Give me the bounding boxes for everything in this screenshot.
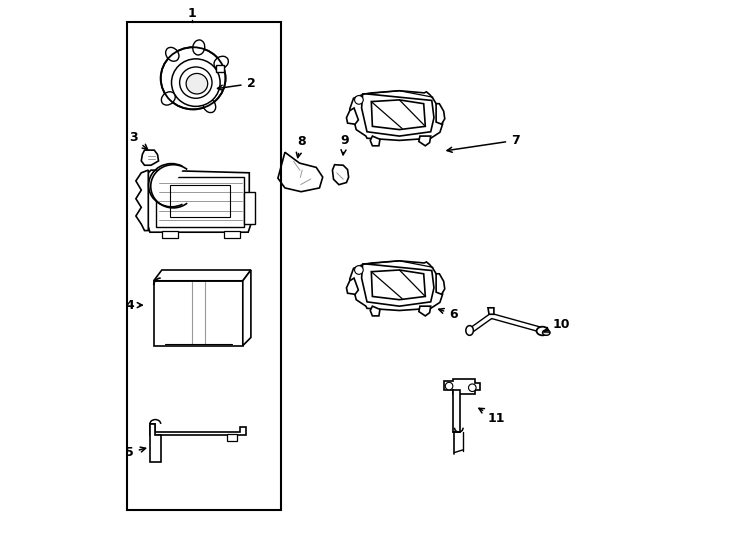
Ellipse shape xyxy=(466,326,473,335)
Text: 1: 1 xyxy=(187,7,196,20)
Wedge shape xyxy=(150,164,184,209)
Ellipse shape xyxy=(166,48,179,61)
Polygon shape xyxy=(436,274,445,294)
Bar xyxy=(161,231,178,238)
Polygon shape xyxy=(278,152,323,192)
Polygon shape xyxy=(454,390,460,432)
Text: 3: 3 xyxy=(129,131,148,150)
Polygon shape xyxy=(370,136,380,146)
Polygon shape xyxy=(150,424,245,435)
Ellipse shape xyxy=(214,56,228,69)
Text: 2: 2 xyxy=(217,77,255,90)
Text: 11: 11 xyxy=(479,408,505,425)
Polygon shape xyxy=(150,424,161,462)
Polygon shape xyxy=(419,136,431,146)
Ellipse shape xyxy=(180,67,212,98)
Polygon shape xyxy=(349,91,443,140)
Bar xyxy=(156,177,244,227)
Polygon shape xyxy=(333,165,349,185)
Polygon shape xyxy=(346,108,358,124)
Ellipse shape xyxy=(186,73,208,94)
Circle shape xyxy=(355,266,363,274)
Ellipse shape xyxy=(161,92,175,105)
Polygon shape xyxy=(243,270,251,346)
Text: 6: 6 xyxy=(439,308,458,321)
Polygon shape xyxy=(346,278,358,294)
Polygon shape xyxy=(370,306,380,316)
Ellipse shape xyxy=(193,40,205,55)
Circle shape xyxy=(468,384,476,392)
Bar xyxy=(227,434,237,441)
Polygon shape xyxy=(362,94,434,136)
Text: 10: 10 xyxy=(544,318,570,332)
Circle shape xyxy=(446,382,453,390)
Polygon shape xyxy=(488,308,494,314)
Bar xyxy=(170,185,230,217)
Bar xyxy=(224,231,240,238)
Ellipse shape xyxy=(161,47,225,109)
Ellipse shape xyxy=(537,327,548,335)
Polygon shape xyxy=(153,281,243,346)
Polygon shape xyxy=(349,261,443,310)
Polygon shape xyxy=(436,104,445,124)
Ellipse shape xyxy=(203,98,216,113)
Polygon shape xyxy=(141,150,159,165)
Bar xyxy=(216,65,225,72)
Polygon shape xyxy=(153,270,251,281)
Bar xyxy=(244,192,255,224)
Polygon shape xyxy=(444,379,480,394)
Text: 9: 9 xyxy=(340,134,349,155)
Text: 7: 7 xyxy=(447,134,520,152)
Bar xyxy=(127,22,280,510)
Text: 5: 5 xyxy=(125,446,145,459)
Polygon shape xyxy=(362,264,434,306)
Polygon shape xyxy=(136,170,148,231)
Polygon shape xyxy=(419,306,431,316)
Circle shape xyxy=(355,96,363,104)
Polygon shape xyxy=(147,170,251,232)
Ellipse shape xyxy=(542,330,550,335)
Text: 8: 8 xyxy=(297,135,305,158)
Text: 4: 4 xyxy=(125,299,142,312)
Ellipse shape xyxy=(172,59,220,106)
